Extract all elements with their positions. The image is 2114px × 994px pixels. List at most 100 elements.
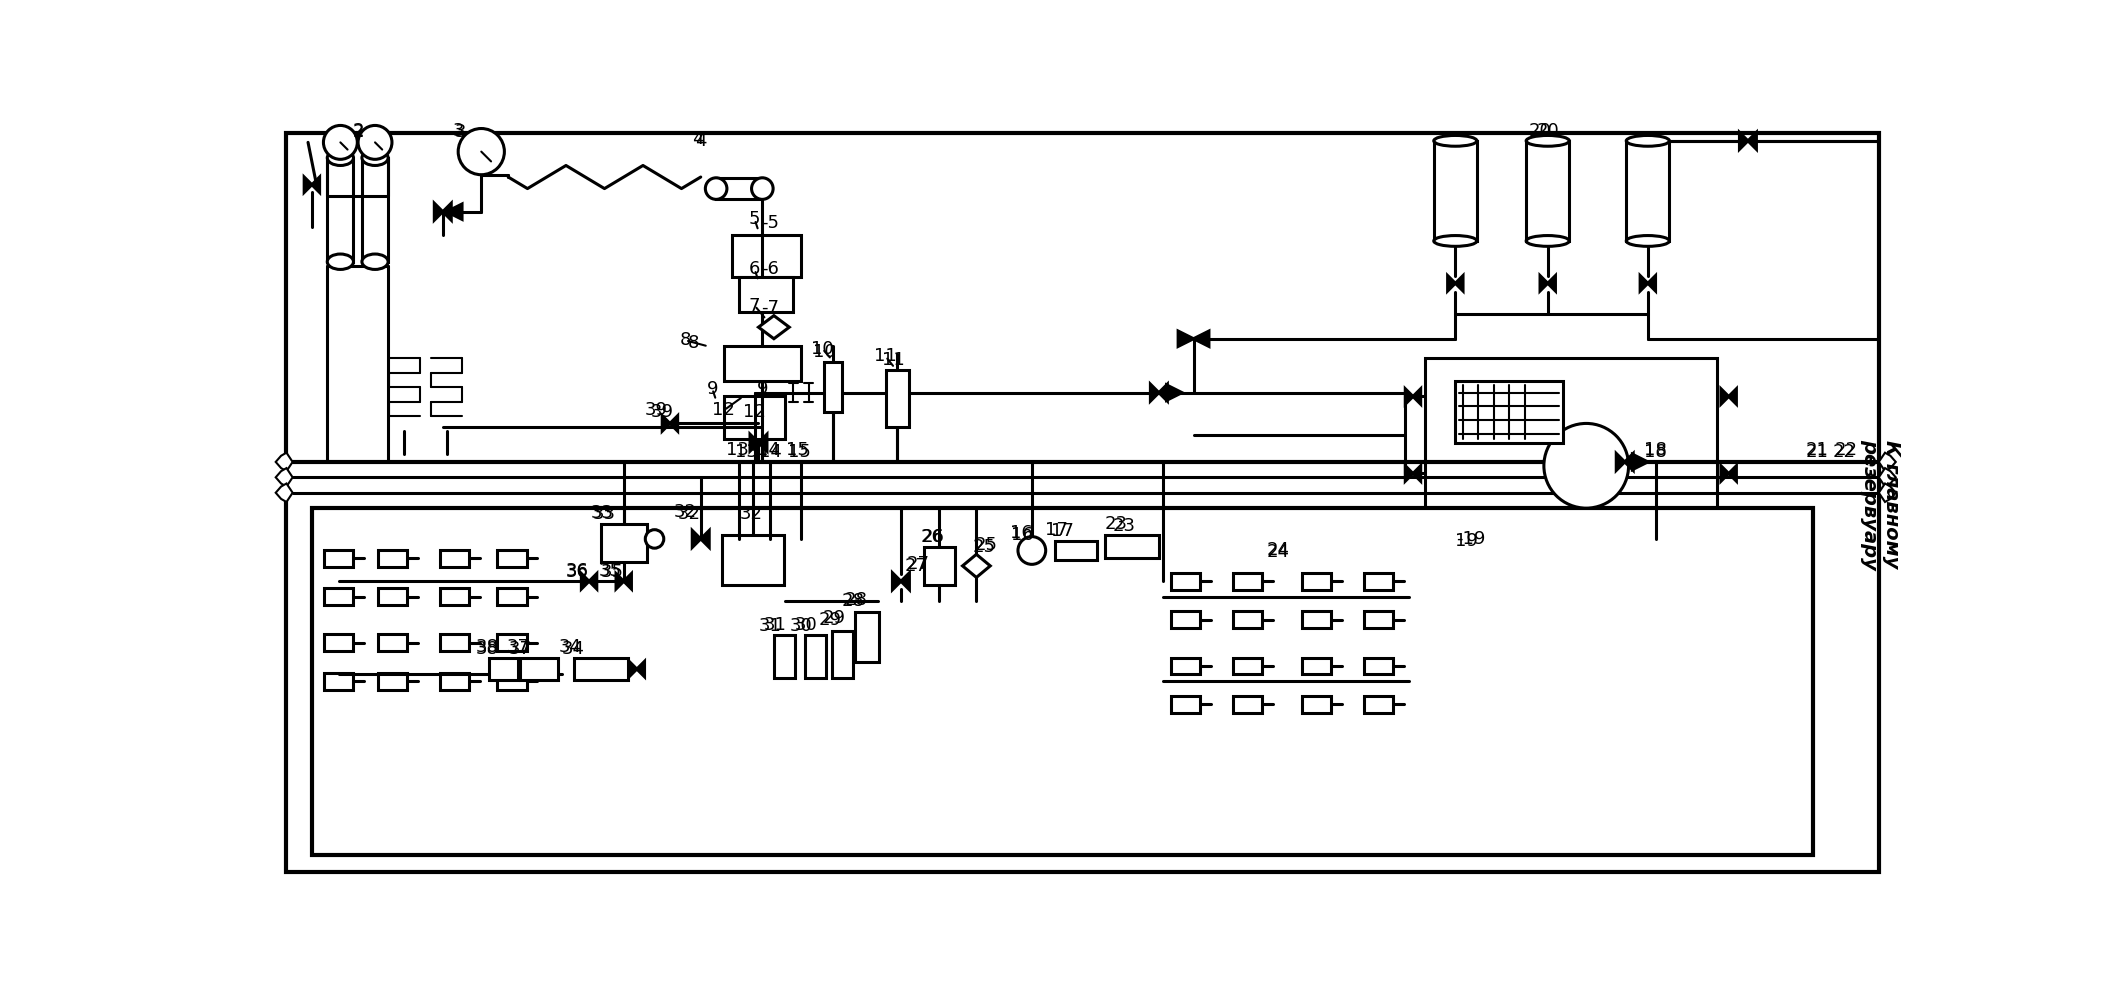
Polygon shape — [1412, 389, 1421, 405]
Bar — [497, 673, 526, 690]
Text: 26: 26 — [922, 528, 945, 546]
Polygon shape — [275, 468, 292, 487]
Bar — [1232, 696, 1262, 713]
Text: 8: 8 — [687, 334, 700, 352]
Text: 30: 30 — [795, 616, 818, 634]
Polygon shape — [1448, 275, 1454, 291]
Text: 14: 14 — [757, 440, 780, 458]
Text: 18: 18 — [1645, 443, 1668, 461]
Polygon shape — [1167, 385, 1182, 401]
Bar — [1364, 657, 1393, 675]
Polygon shape — [1158, 384, 1167, 402]
Text: 28: 28 — [841, 592, 865, 610]
Bar — [824, 362, 841, 412]
Ellipse shape — [361, 254, 389, 269]
Polygon shape — [615, 574, 624, 589]
Text: 12: 12 — [744, 403, 765, 420]
Polygon shape — [624, 574, 632, 589]
Text: 31: 31 — [763, 616, 786, 634]
Text: 25: 25 — [975, 536, 998, 554]
Text: 19: 19 — [1454, 532, 1478, 551]
Text: -7: -7 — [761, 299, 780, 317]
Bar — [573, 658, 628, 680]
Text: 34: 34 — [562, 640, 586, 658]
Bar — [520, 658, 558, 680]
Bar — [731, 235, 801, 277]
Polygon shape — [630, 661, 636, 677]
Text: 24: 24 — [1266, 543, 1290, 561]
Text: 23: 23 — [1106, 515, 1129, 534]
Bar — [378, 588, 408, 605]
Text: 3: 3 — [452, 122, 463, 140]
Bar — [805, 635, 827, 678]
Ellipse shape — [1626, 135, 1670, 146]
Bar — [723, 535, 784, 585]
Bar — [1302, 611, 1332, 628]
Polygon shape — [1647, 275, 1655, 291]
Text: 7: 7 — [748, 296, 761, 315]
Polygon shape — [1194, 331, 1209, 347]
Text: 36: 36 — [567, 563, 590, 581]
Bar — [440, 588, 469, 605]
Polygon shape — [1412, 466, 1421, 481]
Polygon shape — [662, 415, 670, 431]
Bar — [440, 634, 469, 651]
Text: 35: 35 — [598, 562, 622, 580]
Bar — [361, 158, 389, 261]
Bar — [1232, 611, 1262, 628]
Text: 13: 13 — [727, 440, 748, 458]
Polygon shape — [275, 452, 292, 471]
Bar — [1302, 573, 1332, 589]
Bar — [1364, 611, 1393, 628]
Text: 22: 22 — [1833, 443, 1856, 461]
Polygon shape — [700, 531, 708, 548]
Polygon shape — [1640, 275, 1647, 291]
Bar — [497, 634, 526, 651]
Text: К главному
резервуару: К главному резервуару — [1860, 438, 1900, 570]
Ellipse shape — [753, 178, 774, 200]
Polygon shape — [1406, 389, 1412, 405]
Text: 28: 28 — [846, 590, 867, 608]
Text: 9: 9 — [757, 380, 767, 398]
Text: 15: 15 — [789, 443, 812, 461]
Text: 13: 13 — [736, 443, 759, 461]
Text: 17: 17 — [1051, 522, 1074, 540]
Text: 11: 11 — [875, 348, 896, 366]
Circle shape — [1543, 423, 1628, 508]
Bar — [323, 550, 353, 567]
Bar — [1106, 535, 1158, 559]
Bar — [1302, 657, 1332, 675]
Bar — [378, 550, 408, 567]
Polygon shape — [901, 573, 909, 589]
Bar — [1171, 657, 1201, 675]
Ellipse shape — [1433, 135, 1478, 146]
Ellipse shape — [328, 254, 353, 269]
Bar — [1055, 542, 1097, 560]
Bar — [440, 673, 469, 690]
Text: 3: 3 — [455, 122, 467, 140]
Polygon shape — [1729, 389, 1736, 405]
Bar — [313, 508, 1814, 855]
Text: 23: 23 — [1112, 517, 1135, 535]
Bar — [1171, 696, 1201, 713]
Polygon shape — [691, 531, 700, 548]
Text: 31: 31 — [759, 617, 782, 635]
Bar — [497, 550, 526, 567]
Text: 37: 37 — [507, 640, 531, 658]
Bar — [1232, 573, 1262, 589]
Bar — [740, 277, 793, 312]
Polygon shape — [1748, 132, 1757, 149]
Ellipse shape — [1526, 135, 1569, 146]
Bar — [831, 631, 854, 678]
Bar — [1364, 573, 1393, 589]
Text: 17: 17 — [1044, 521, 1068, 539]
Text: 2: 2 — [353, 122, 364, 140]
Bar — [1433, 141, 1478, 241]
Bar — [723, 347, 801, 381]
Ellipse shape — [1433, 236, 1478, 247]
Text: 27: 27 — [907, 556, 930, 574]
Polygon shape — [1632, 454, 1647, 469]
Ellipse shape — [706, 178, 727, 200]
Ellipse shape — [361, 150, 389, 165]
Polygon shape — [1729, 466, 1736, 481]
